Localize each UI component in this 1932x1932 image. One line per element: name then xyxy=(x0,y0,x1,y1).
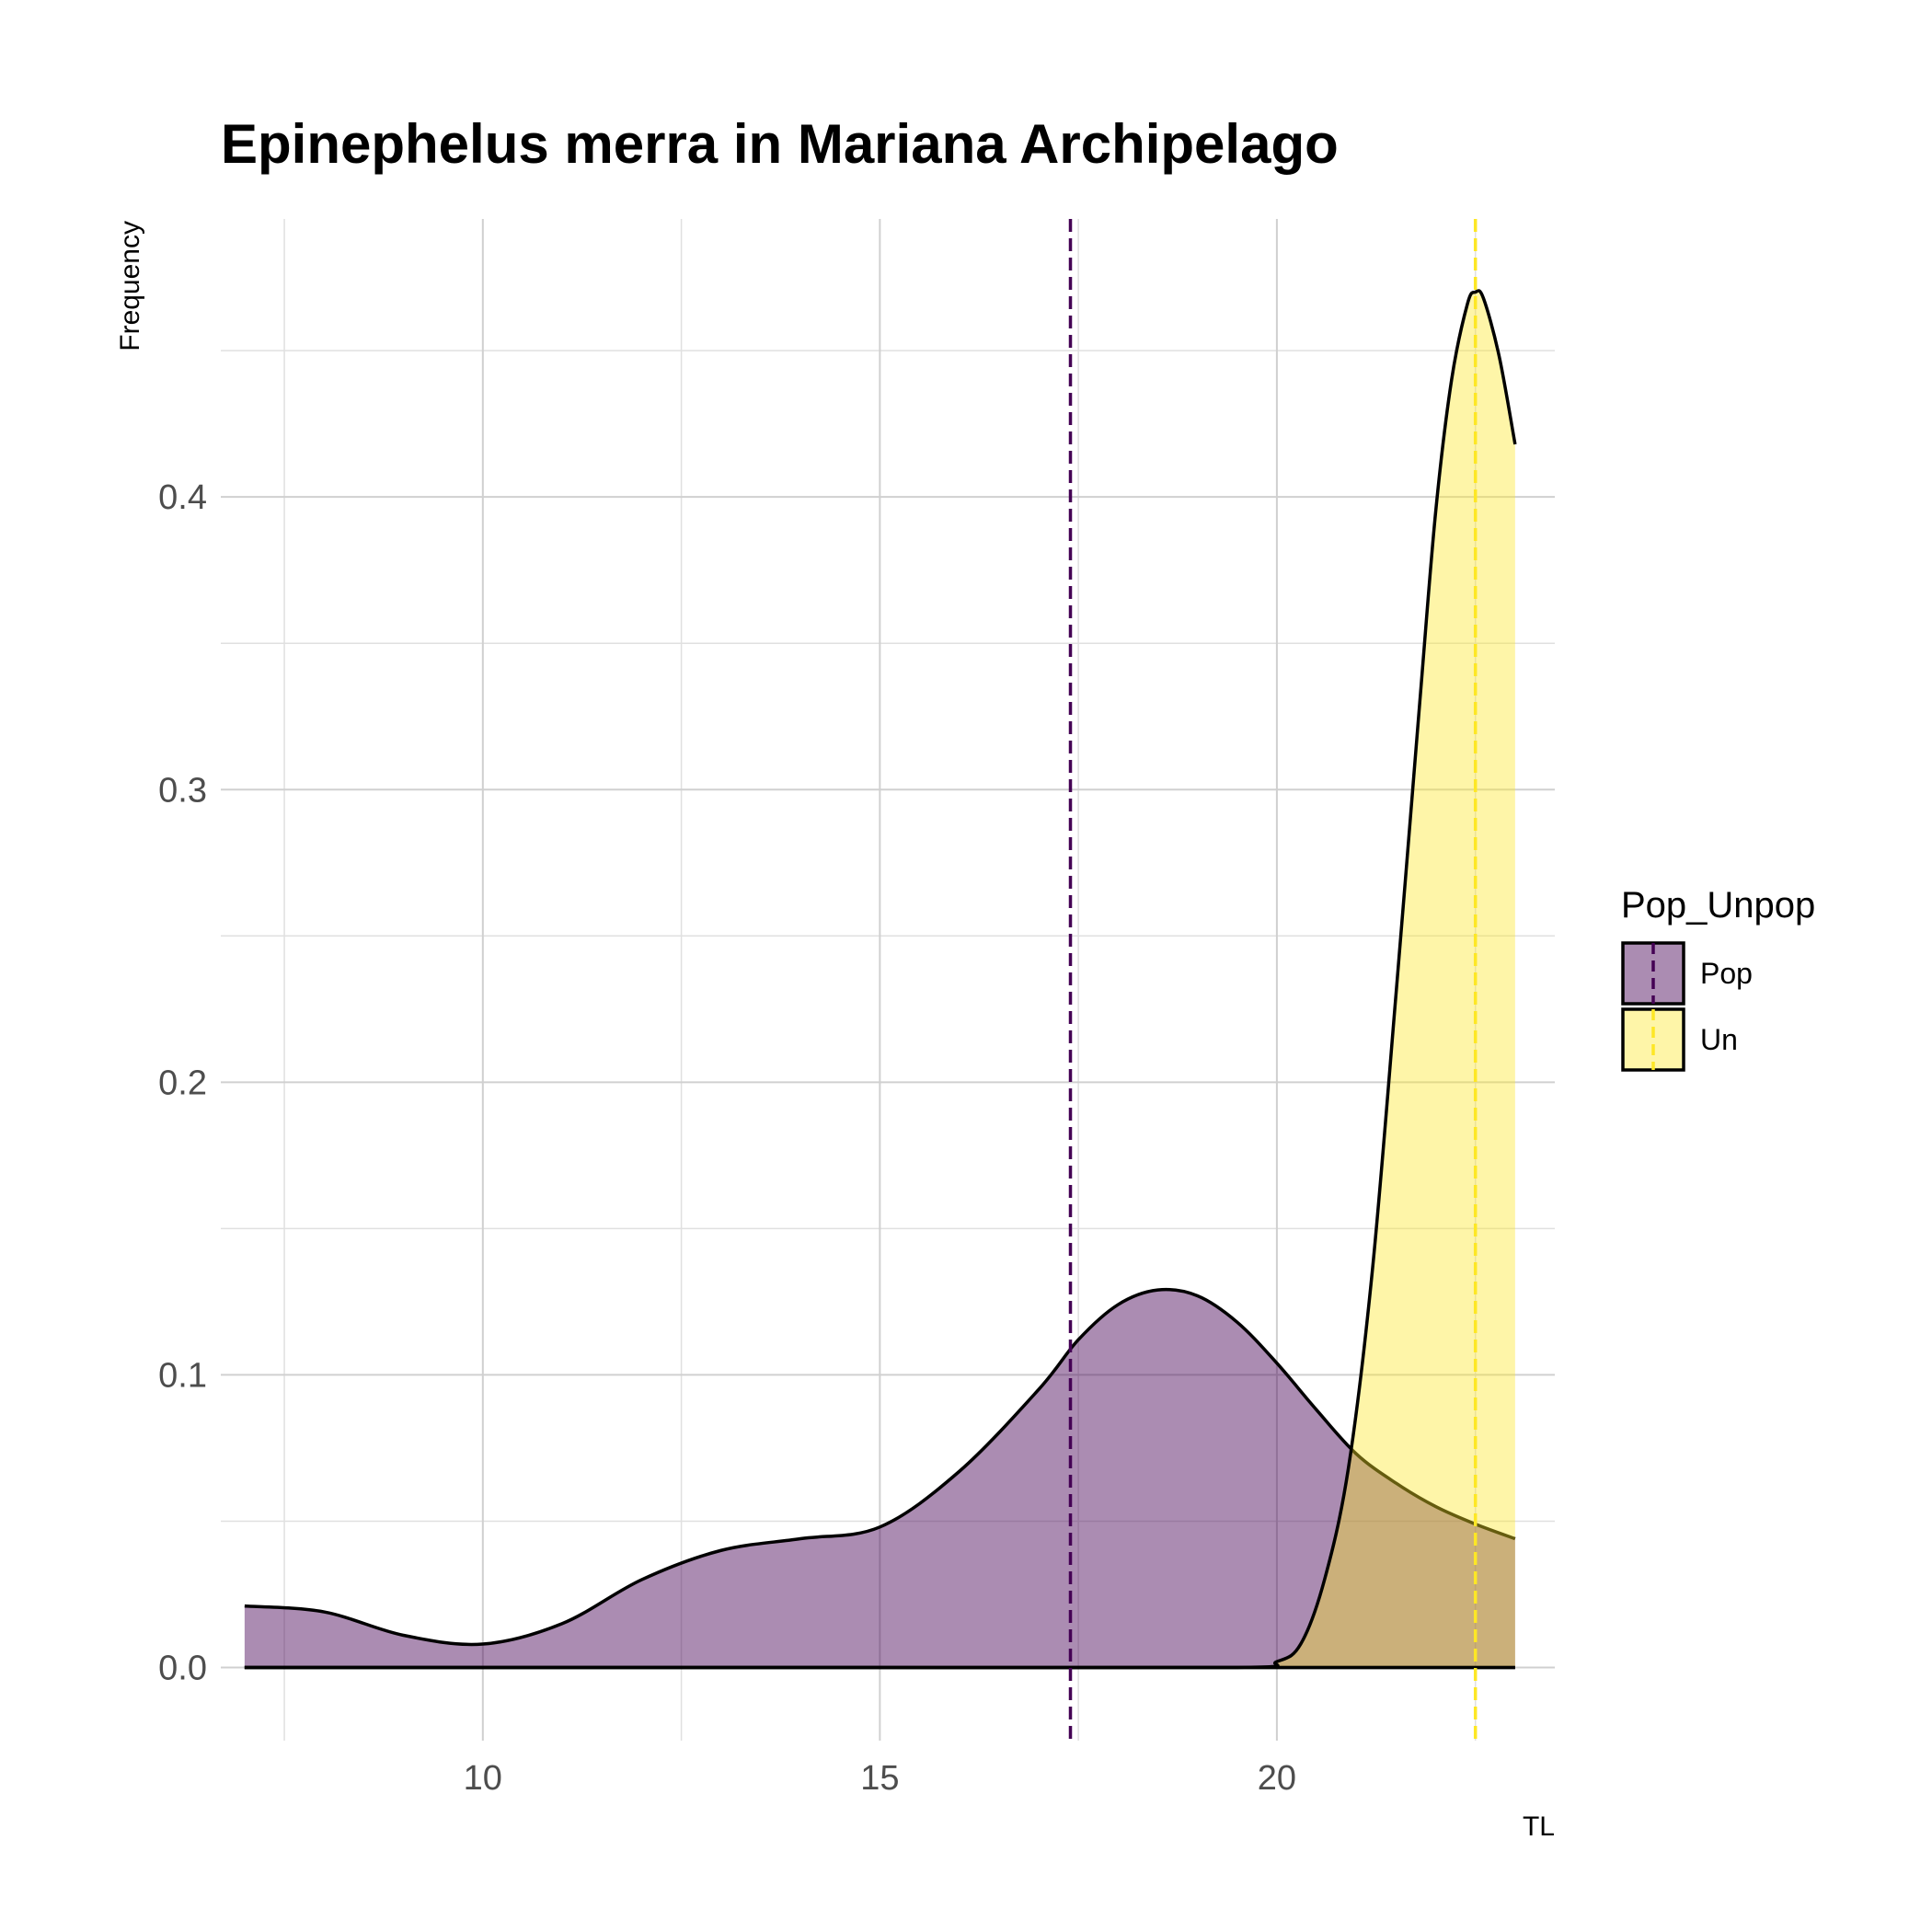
legend-label-pop: Pop xyxy=(1700,957,1753,990)
grid xyxy=(221,219,1555,1741)
mean-lines xyxy=(1068,219,1478,1741)
y-tick-label: 0.0 xyxy=(158,1649,207,1687)
legend-label-un: Un xyxy=(1700,1023,1738,1056)
x-axis-ticks: 10 15 20 xyxy=(464,1759,1296,1798)
y-axis-ticks: 0.0 0.1 0.2 0.3 0.4 xyxy=(158,478,207,1687)
y-axis-title: Frequency xyxy=(115,221,145,351)
x-tick-label: 20 xyxy=(1258,1759,1296,1798)
legend-title: Pop_Unpop xyxy=(1621,885,1815,926)
legend: Pop_Unpop Pop Un xyxy=(1621,885,1815,1072)
chart-title: Epinephelus merra in Mariana Archipelago xyxy=(221,113,1339,175)
x-tick-label: 15 xyxy=(860,1759,899,1798)
legend-item-un: Un xyxy=(1621,1007,1738,1072)
density-area-pop xyxy=(244,1289,1515,1668)
density-curve-pop xyxy=(244,1287,1516,1647)
x-axis-title: TL xyxy=(1523,1811,1555,1842)
x-tick-label: 10 xyxy=(464,1759,502,1798)
y-tick-label: 0.1 xyxy=(158,1356,207,1395)
legend-items: Pop Un xyxy=(1621,941,1753,1072)
density-areas xyxy=(244,289,1517,1670)
density-area-un xyxy=(244,290,1515,1668)
y-tick-label: 0.4 xyxy=(158,478,207,517)
y-tick-label: 0.3 xyxy=(158,771,207,810)
legend-item-pop: Pop xyxy=(1621,941,1753,1006)
y-tick-label: 0.2 xyxy=(158,1064,207,1102)
